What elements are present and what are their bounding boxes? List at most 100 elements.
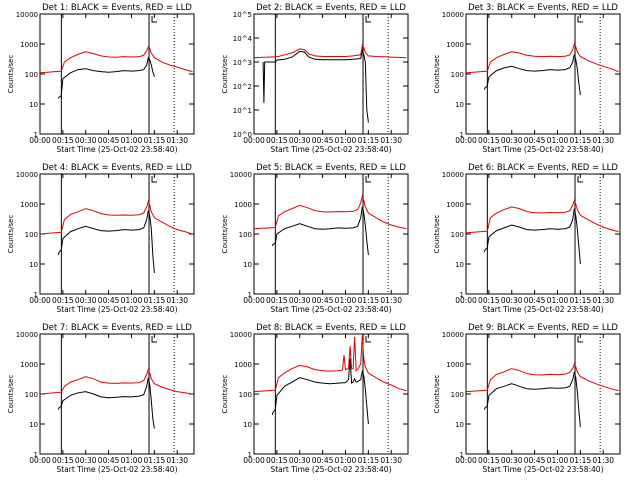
x-axis-label: Start Time (25-Oct-02 23:58:40) — [270, 465, 391, 474]
series-line-lld — [465, 42, 619, 74]
time-marker-bracket — [365, 176, 372, 183]
y-tick-label: 100 — [25, 71, 38, 79]
x-tick-label: 00:00 — [243, 456, 265, 465]
x-tick-label: 00:15 — [52, 136, 74, 145]
x-tick-label: 01:00 — [335, 136, 357, 145]
y-tick-label: 100 — [451, 71, 464, 79]
x-tick-label: 00:00 — [29, 296, 51, 305]
panel-title: Det 1: BLACK = Events, RED = LLD — [42, 3, 192, 13]
x-tick-label: 00:15 — [52, 456, 74, 465]
chart-panel-5: Det 5: BLACK = Events, RED = LLD 00:00 00:… — [221, 163, 409, 314]
time-marker-bracket — [151, 16, 158, 23]
y-tick-label: 1000 — [234, 201, 252, 209]
y-tick-label: 1000 — [446, 41, 464, 49]
plot-frame — [465, 333, 621, 455]
chart-panel-3: Det 3: BLACK = Events, RED = LLD 00:00 00:… — [433, 3, 621, 154]
panel-title: Det 4: BLACK = Events, RED = LLD — [42, 163, 192, 173]
time-marker-bracket — [151, 176, 158, 183]
x-tick-label: 01:15 — [144, 456, 166, 465]
series-line-events — [271, 358, 369, 425]
plot-frame — [39, 333, 195, 455]
x-tick-label: 01:30 — [166, 136, 188, 145]
x-tick-label: 00:45 — [98, 136, 120, 145]
y-tick-label: 100 — [451, 231, 464, 239]
panel-title: Det 9: BLACK = Events, RED = LLD — [468, 323, 618, 333]
x-tick-label: 01:00 — [547, 296, 569, 305]
x-tick-label: 00:30 — [501, 296, 523, 305]
x-tick-label: 00:45 — [524, 456, 546, 465]
x-tick-label: 01:00 — [547, 136, 569, 145]
panel-title: Det 3: BLACK = Events, RED = LLD — [468, 3, 618, 13]
y-axis-label: Counts/sec — [221, 215, 229, 254]
y-tick-label: 10000 — [16, 331, 38, 339]
y-tick-label: 10^4 — [233, 35, 253, 43]
y-tick-label: 10^1 — [233, 107, 252, 115]
x-tick-label: 00:15 — [478, 456, 500, 465]
time-marker-bracket — [365, 16, 372, 23]
y-tick-label: 1 — [460, 131, 464, 139]
y-tick-label: 1000 — [446, 361, 464, 369]
series-line-lld — [465, 199, 619, 234]
x-tick-label: 01:15 — [144, 136, 166, 145]
x-tick-label: 01:30 — [380, 296, 402, 305]
x-axis-label: Start Time (25-Oct-02 23:58:40) — [482, 145, 603, 154]
x-tick-label: 00:45 — [98, 296, 120, 305]
x-tick-label: 01:00 — [547, 456, 569, 465]
panel-title: Det 8: BLACK = Events, RED = LLD — [256, 323, 406, 333]
x-tick-label: 00:00 — [243, 296, 265, 305]
series-line-events — [483, 54, 581, 96]
x-axis-label: Start Time (25-Oct-02 23:58:40) — [56, 465, 177, 474]
series-line-events — [271, 206, 369, 256]
panel-title: Det 7: BLACK = Events, RED = LLD — [42, 323, 192, 333]
series-line-lld — [253, 335, 407, 393]
y-tick-label: 10^5 — [233, 11, 252, 19]
y-tick-label: 100 — [451, 391, 464, 399]
x-tick-label: 00:30 — [501, 136, 523, 145]
x-tick-label: 01:00 — [121, 136, 143, 145]
plot-frame — [253, 333, 409, 455]
time-marker-bracket — [365, 336, 372, 343]
x-tick-label: 01:30 — [166, 456, 188, 465]
x-tick-label: 00:15 — [266, 296, 288, 305]
y-tick-label: 10000 — [442, 11, 464, 19]
x-tick-label: 01:15 — [570, 136, 592, 145]
x-tick-label: 00:45 — [312, 456, 334, 465]
y-tick-label: 1 — [248, 291, 252, 299]
y-tick-label: 1 — [34, 131, 38, 139]
x-tick-label: 01:15 — [570, 296, 592, 305]
x-tick-label: 00:00 — [29, 136, 51, 145]
y-tick-label: 1 — [460, 291, 464, 299]
y-tick-label: 10 — [455, 421, 464, 429]
series-line-events — [57, 56, 155, 99]
x-tick-label: 00:15 — [52, 296, 74, 305]
x-axis-label: Start Time (25-Oct-02 23:58:40) — [270, 305, 391, 314]
x-tick-label: 01:15 — [144, 296, 166, 305]
x-tick-label: 00:00 — [455, 296, 477, 305]
x-tick-label: 00:45 — [524, 136, 546, 145]
y-tick-label: 10^3 — [233, 59, 252, 67]
y-tick-label: 10000 — [230, 171, 252, 179]
x-tick-label: 00:30 — [75, 136, 97, 145]
y-tick-label: 10000 — [16, 11, 38, 19]
x-axis-label: Start Time (25-Oct-02 23:58:40) — [482, 465, 603, 474]
plot-frame — [253, 13, 409, 135]
x-tick-label: 00:15 — [266, 136, 288, 145]
series-line-events — [483, 371, 581, 427]
chart-panel-8: Det 8: BLACK = Events, RED = LLD 00:00 00:… — [221, 323, 409, 474]
y-tick-label: 1000 — [446, 201, 464, 209]
x-axis-label: Start Time (25-Oct-02 23:58:40) — [56, 305, 177, 314]
x-tick-label: 00:45 — [98, 456, 120, 465]
y-tick-label: 1000 — [20, 201, 38, 209]
y-tick-label: 10 — [455, 101, 464, 109]
y-tick-label: 1 — [34, 291, 38, 299]
panel-title: Det 5: BLACK = Events, RED = LLD — [256, 163, 406, 173]
x-tick-label: 00:30 — [501, 456, 523, 465]
y-axis-label: Counts/sec — [221, 55, 229, 94]
panel-title: Det 6: BLACK = Events, RED = LLD — [468, 163, 618, 173]
series-line-lld — [39, 45, 193, 74]
y-tick-label: 100 — [25, 231, 38, 239]
x-tick-label: 00:15 — [478, 296, 500, 305]
x-tick-label: 00:00 — [455, 136, 477, 145]
